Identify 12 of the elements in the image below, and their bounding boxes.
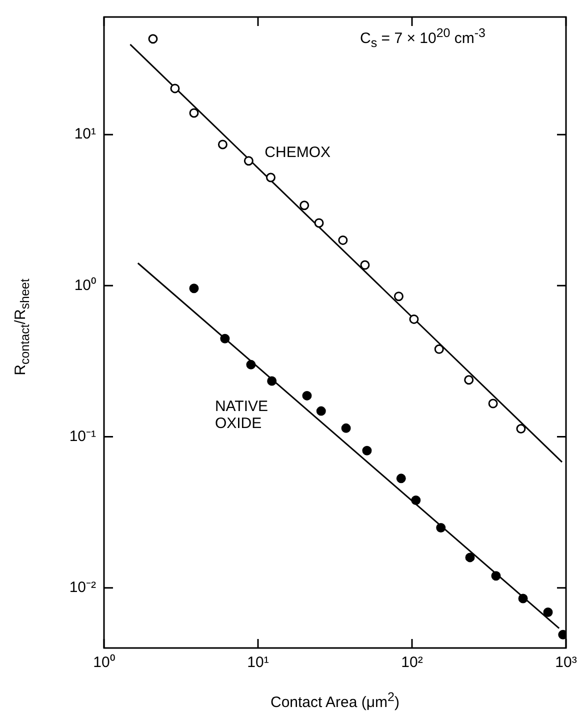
x-axis-title: Contact Area (μm$^{2}$) xyxy=(270,690,400,711)
series-label: NATIVE OXIDE xyxy=(214,398,268,432)
y-tick-label: 10⁻² xyxy=(69,579,96,596)
series-label: CHEMOX xyxy=(264,144,331,161)
x-tick-label: 10² xyxy=(401,654,423,672)
annotation: C$_{s}$ = 7 × 10$^{20}$ cm$^{-3}$ xyxy=(360,26,486,50)
x-tick-label: 10⁰ xyxy=(93,654,115,672)
y-tick-label: 10¹ xyxy=(74,126,96,143)
y-tick-label: 10⁻¹ xyxy=(69,428,96,445)
y-tick-label: 10⁰ xyxy=(74,276,96,294)
x-tick-label: 10³ xyxy=(555,654,577,672)
x-tick-label: 10¹ xyxy=(247,654,269,672)
